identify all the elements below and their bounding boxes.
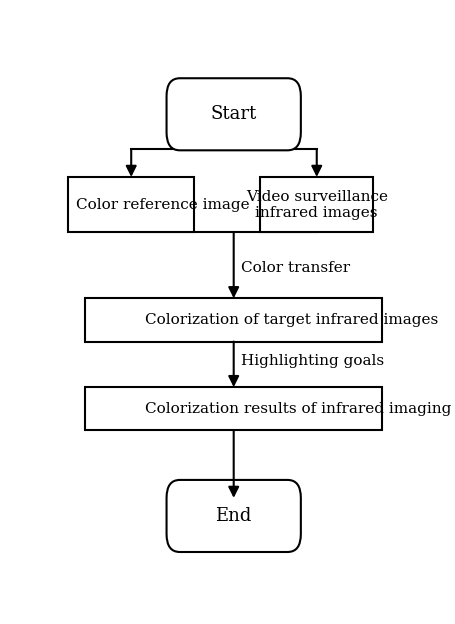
FancyBboxPatch shape (166, 78, 300, 150)
Text: Color transfer: Color transfer (240, 261, 349, 275)
Text: Highlighting goals: Highlighting goals (240, 354, 383, 368)
FancyBboxPatch shape (166, 480, 300, 552)
Text: Colorization of target infrared images: Colorization of target infrared images (145, 313, 438, 327)
Bar (260, 177, 373, 232)
Text: Start: Start (210, 105, 256, 124)
Text: Video surveillance
infrared images: Video surveillance infrared images (245, 190, 387, 220)
Bar (85, 387, 381, 431)
Text: End: End (215, 507, 251, 525)
Bar (68, 177, 193, 232)
Text: Colorization results of infrared imaging: Colorization results of infrared imaging (145, 402, 451, 416)
Text: Color reference image: Color reference image (76, 198, 249, 212)
Bar (85, 298, 381, 341)
